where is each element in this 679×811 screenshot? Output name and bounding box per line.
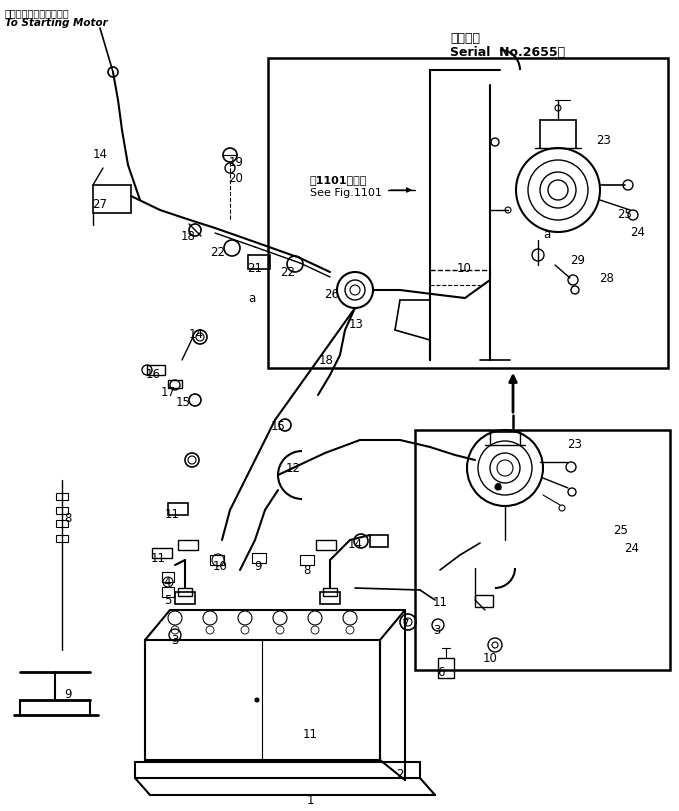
Text: 23: 23 xyxy=(597,134,611,147)
Bar xyxy=(320,592,340,604)
Text: a: a xyxy=(543,229,551,242)
Bar xyxy=(475,595,493,607)
Text: 8: 8 xyxy=(304,564,311,577)
Circle shape xyxy=(497,460,513,476)
Text: 15: 15 xyxy=(176,397,190,410)
Text: 11: 11 xyxy=(303,728,318,741)
Bar xyxy=(93,185,131,213)
Circle shape xyxy=(255,698,259,702)
Text: 14: 14 xyxy=(92,148,107,161)
Text: 3: 3 xyxy=(433,624,441,637)
Text: 16: 16 xyxy=(145,368,160,381)
Text: 10: 10 xyxy=(456,261,471,274)
Circle shape xyxy=(495,484,501,490)
Text: 27: 27 xyxy=(92,199,107,212)
Bar xyxy=(152,548,172,558)
Text: 2: 2 xyxy=(397,769,404,782)
Text: 17: 17 xyxy=(160,385,175,398)
Text: 11: 11 xyxy=(151,551,166,564)
Bar xyxy=(56,493,68,500)
Bar xyxy=(323,588,337,596)
Text: 22: 22 xyxy=(210,246,225,259)
Bar xyxy=(178,540,198,550)
Bar xyxy=(175,592,195,604)
Text: 10: 10 xyxy=(483,651,498,664)
Bar xyxy=(56,535,68,542)
Text: 7: 7 xyxy=(402,619,409,632)
Text: 15: 15 xyxy=(270,420,285,434)
Text: 25: 25 xyxy=(618,208,632,221)
Bar xyxy=(168,380,182,388)
Text: 12: 12 xyxy=(285,461,301,474)
Text: 3: 3 xyxy=(171,633,179,646)
Text: 13: 13 xyxy=(348,319,363,332)
Text: 21: 21 xyxy=(248,261,263,274)
Bar xyxy=(268,58,668,368)
Text: 14: 14 xyxy=(189,328,204,341)
Text: 26: 26 xyxy=(325,289,340,302)
Text: a: a xyxy=(249,291,255,304)
Bar xyxy=(145,640,380,760)
Text: Serial  No.2655～: Serial No.2655～ xyxy=(450,46,565,59)
Text: 11: 11 xyxy=(433,595,447,608)
Bar xyxy=(300,555,314,565)
Text: 25: 25 xyxy=(614,523,629,537)
Text: 8: 8 xyxy=(65,512,72,525)
Text: 6: 6 xyxy=(437,666,445,679)
Bar xyxy=(147,365,165,375)
Text: 23: 23 xyxy=(568,439,583,452)
Bar xyxy=(162,572,174,582)
Bar xyxy=(168,503,188,515)
Text: 18: 18 xyxy=(318,354,333,367)
Bar xyxy=(248,255,270,269)
Text: 11: 11 xyxy=(164,508,179,521)
Bar xyxy=(56,507,68,514)
Text: 20: 20 xyxy=(229,171,244,184)
Bar xyxy=(56,520,68,527)
Bar xyxy=(438,658,454,678)
Text: 第1101図参照: 第1101図参照 xyxy=(310,175,367,185)
Bar xyxy=(415,430,670,670)
Text: 18: 18 xyxy=(181,230,196,243)
Text: To Starting Motor: To Starting Motor xyxy=(5,18,108,28)
Text: 28: 28 xyxy=(600,272,614,285)
Text: 19: 19 xyxy=(229,156,244,169)
Text: スターティングモータへ: スターティングモータへ xyxy=(5,8,70,18)
Text: 9: 9 xyxy=(65,689,72,702)
Text: 5: 5 xyxy=(164,594,172,607)
Bar xyxy=(370,535,388,547)
Text: a: a xyxy=(494,480,502,494)
Text: 1: 1 xyxy=(306,793,314,806)
Text: 4: 4 xyxy=(163,577,170,590)
Bar xyxy=(252,553,266,563)
Text: 9: 9 xyxy=(254,560,261,573)
Bar xyxy=(210,555,224,565)
Text: 29: 29 xyxy=(570,254,585,267)
Text: 10: 10 xyxy=(213,560,227,573)
Circle shape xyxy=(548,180,568,200)
Text: 適用号機: 適用号機 xyxy=(450,32,480,45)
Bar xyxy=(316,540,336,550)
Text: 22: 22 xyxy=(280,265,295,278)
Bar xyxy=(162,587,174,597)
Text: 24: 24 xyxy=(625,542,640,555)
Text: See Fig.1101: See Fig.1101 xyxy=(310,188,382,198)
Text: 24: 24 xyxy=(631,225,646,238)
Text: 14: 14 xyxy=(348,539,363,551)
Bar xyxy=(178,588,192,596)
